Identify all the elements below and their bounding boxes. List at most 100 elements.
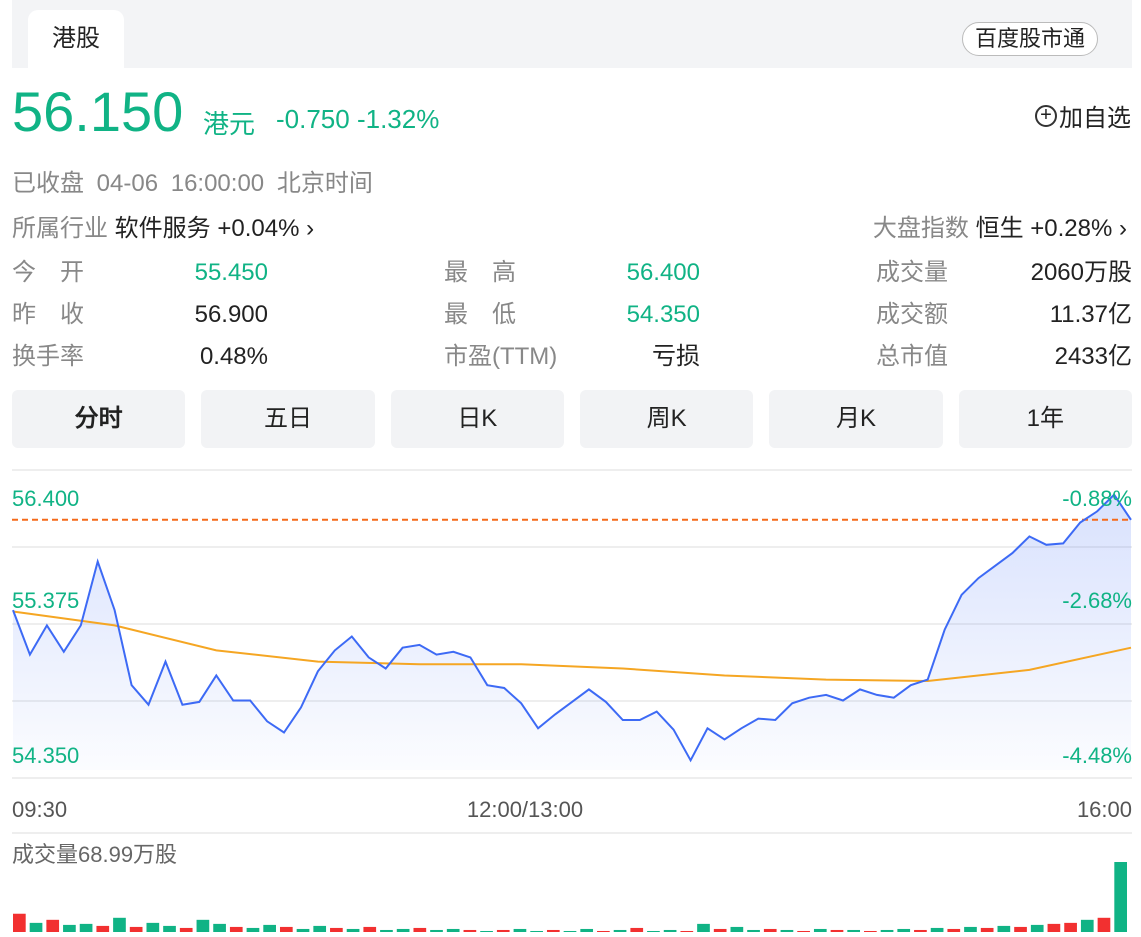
volume-bar bbox=[763, 928, 777, 932]
y-tick-label: 55.375 bbox=[12, 588, 79, 613]
stat-value: 0.48% bbox=[199, 343, 268, 370]
volume-bar bbox=[830, 929, 844, 932]
industry-link[interactable]: 所属行业 软件服务 +0.04% › bbox=[12, 208, 314, 243]
volume-bar bbox=[463, 929, 477, 932]
volume-bar bbox=[430, 929, 443, 932]
y-pct-tick-label: -2.68% bbox=[1062, 588, 1132, 613]
volume-bar bbox=[313, 925, 327, 932]
stat-label: 最 低 bbox=[444, 301, 516, 328]
industry-label: 所属行业 bbox=[12, 215, 108, 242]
volume-bar bbox=[697, 923, 710, 932]
volume-bar bbox=[363, 926, 377, 932]
chart-tab[interactable]: 1年 bbox=[958, 390, 1132, 448]
volume-bar bbox=[647, 930, 660, 932]
stat-label: 最 高 bbox=[444, 259, 516, 286]
volume-bar bbox=[79, 923, 93, 932]
volume-bar bbox=[680, 930, 694, 932]
index-name: 恒生 bbox=[975, 215, 1024, 242]
volume-bar bbox=[396, 928, 410, 932]
y-tick-label: 54.350 bbox=[12, 743, 79, 768]
volume-bar bbox=[446, 928, 460, 932]
stat-label: 总市值 bbox=[876, 343, 948, 370]
volume-bar bbox=[129, 926, 143, 932]
volume-bar bbox=[196, 919, 210, 932]
tab-hk-stocks[interactable]: 港股 bbox=[28, 10, 124, 68]
volume-bar bbox=[496, 929, 510, 932]
stat-value: 2433亿 bbox=[1054, 343, 1132, 370]
volume-bar bbox=[563, 930, 577, 932]
volume-bar bbox=[847, 929, 861, 932]
volume-bar bbox=[146, 922, 160, 932]
volume-bar bbox=[530, 930, 543, 932]
volume-bar bbox=[546, 929, 560, 932]
stat-value: 56.900 bbox=[194, 301, 268, 328]
add-watchlist-button[interactable]: + 加自选 bbox=[1035, 98, 1131, 133]
volume-bar bbox=[29, 922, 43, 932]
volume-bar bbox=[930, 927, 944, 932]
volume-label: 成交量68.99万股 bbox=[12, 842, 177, 867]
volume-bar bbox=[46, 919, 60, 932]
volume-bar bbox=[597, 930, 610, 932]
stat-label: 成交量 bbox=[876, 259, 948, 286]
volume-bar bbox=[229, 926, 243, 932]
volume-bar bbox=[213, 923, 226, 932]
volume-bar bbox=[880, 929, 894, 932]
chevron-right-icon: › bbox=[306, 215, 315, 242]
status-text: 已收盘 bbox=[12, 170, 84, 197]
volume-bar bbox=[1097, 917, 1111, 932]
current-price: 56.150 bbox=[12, 80, 184, 143]
stat-label: 今 开 bbox=[12, 259, 84, 286]
stat-label: 昨 收 bbox=[12, 301, 84, 328]
price-change: -0.750 -1.32% bbox=[276, 104, 439, 135]
chart-tab[interactable]: 日K bbox=[390, 390, 564, 448]
stat-value: 2060万股 bbox=[1030, 259, 1132, 286]
volume-bar bbox=[1047, 923, 1061, 932]
volume-bar bbox=[113, 917, 126, 932]
baidu-stock-button[interactable]: 百度股市通 bbox=[961, 22, 1098, 56]
volume-bar bbox=[96, 925, 110, 932]
volume-bar bbox=[1030, 924, 1044, 932]
status-timezone: 北京时间 bbox=[276, 170, 373, 197]
volume-bar bbox=[163, 925, 176, 932]
volume-bar bbox=[1064, 922, 1077, 932]
volume-bar bbox=[947, 928, 961, 932]
volume-bar bbox=[580, 928, 594, 932]
volume-bar bbox=[63, 924, 76, 932]
x-tick-label: 12:00/13:00 bbox=[467, 797, 583, 822]
index-link[interactable]: 大盘指数 恒生 +0.28% › bbox=[873, 208, 1127, 243]
volume-bar bbox=[613, 929, 627, 932]
chevron-right-icon: › bbox=[1119, 215, 1127, 242]
add-watchlist-label: 加自选 bbox=[1059, 105, 1131, 132]
index-change: +0.28% bbox=[1030, 215, 1113, 242]
volume-bar bbox=[630, 927, 644, 932]
volume-bar bbox=[296, 928, 310, 932]
volume-bar bbox=[263, 924, 276, 932]
volume-bar bbox=[914, 929, 927, 932]
index-label: 大盘指数 bbox=[872, 215, 969, 242]
volume-bar bbox=[730, 926, 744, 932]
change-percent: -1.32% bbox=[356, 104, 440, 134]
currency-unit: 港元 bbox=[203, 109, 256, 139]
volume-bar bbox=[897, 928, 911, 932]
industry-change: +0.04% bbox=[217, 215, 300, 242]
chart-tab[interactable]: 分时 bbox=[12, 390, 186, 448]
volume-bar bbox=[864, 930, 877, 932]
stat-label: 换手率 bbox=[12, 343, 84, 370]
y-pct-tick-label: -4.48% bbox=[1062, 743, 1132, 768]
market-tab-bar: 港股 百度股市通 bbox=[12, 0, 1132, 68]
volume-bar bbox=[346, 928, 360, 932]
volume-bar bbox=[997, 925, 1011, 932]
plus-circle-icon: + bbox=[1035, 104, 1057, 127]
volume-bar bbox=[279, 926, 293, 932]
price-line bbox=[12, 493, 1132, 763]
market-status: 已收盘 04-06 16:00:00 北京时间 bbox=[12, 163, 373, 198]
volume-bar bbox=[380, 929, 393, 932]
volume-bar bbox=[964, 926, 977, 932]
chart-tab[interactable]: 月K bbox=[769, 390, 943, 448]
stat-value: 54.350 bbox=[626, 301, 700, 328]
chart-tab[interactable]: 周K bbox=[579, 390, 754, 448]
stat-value: 56.400 bbox=[626, 259, 700, 286]
volume-bar bbox=[713, 928, 727, 932]
stat-value: 11.37亿 bbox=[1049, 301, 1132, 328]
chart-tab[interactable]: 五日 bbox=[201, 390, 375, 448]
